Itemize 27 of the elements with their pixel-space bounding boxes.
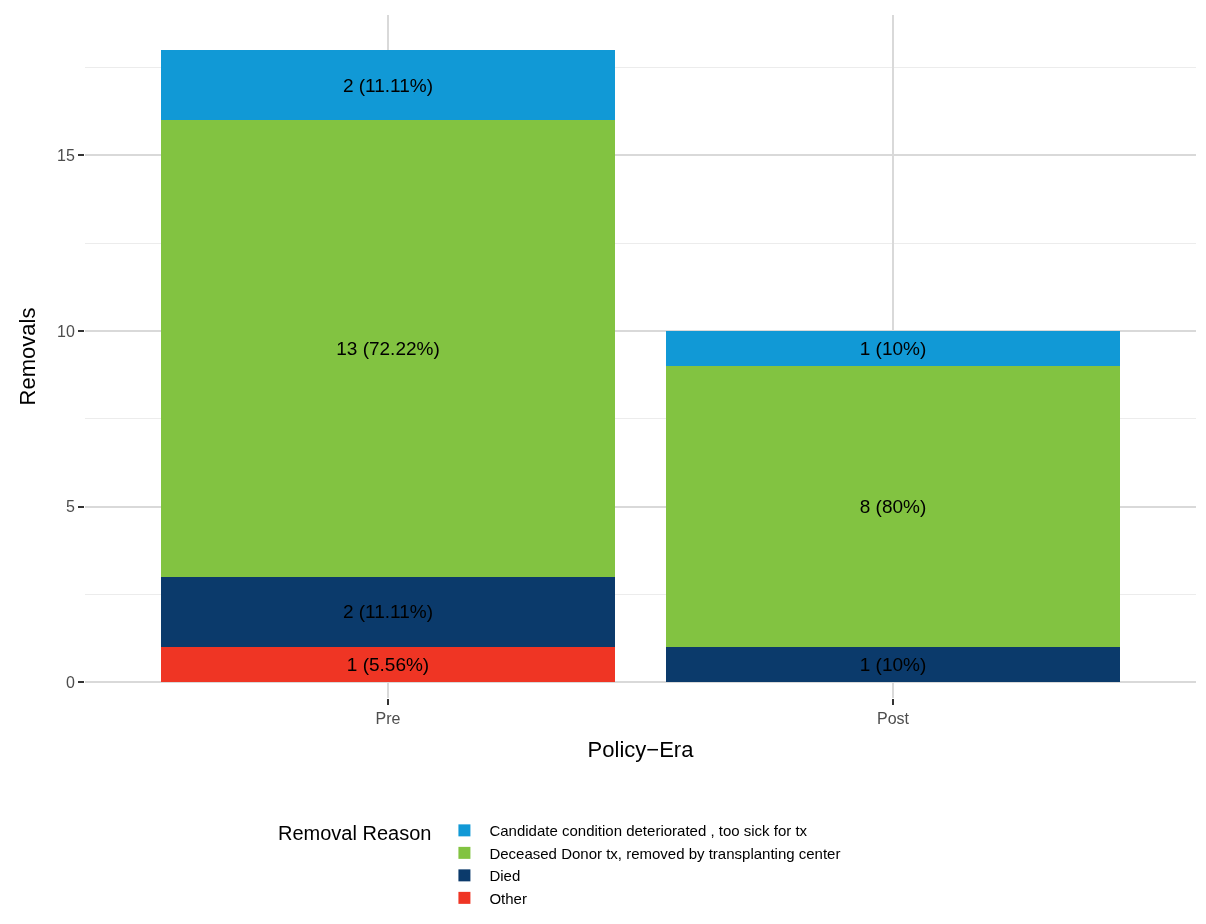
y-tick-label: 10 [57, 322, 75, 340]
bar [160, 120, 616, 577]
y-tick-label: 15 [57, 147, 75, 165]
data-label: 1 (10%) [859, 654, 927, 676]
data-label: 1 (5.56%) [346, 654, 430, 676]
legend-title: Removal Reason [278, 822, 432, 845]
data-label: 1 (10%) [859, 338, 927, 360]
bar [160, 50, 616, 121]
legend-label: Died [489, 867, 521, 885]
y-tick-label: 0 [65, 673, 75, 691]
x-tick-label: Post [876, 710, 910, 728]
bar [160, 647, 616, 683]
y-tick-label: 5 [65, 498, 75, 516]
bar [160, 576, 616, 648]
x-tick-label: Pre [375, 710, 401, 728]
data-label: 13 (72.22%) [336, 338, 440, 360]
data-label: 8 (80%) [859, 496, 927, 518]
bar [665, 331, 1121, 367]
y-axis-title: Removals [14, 307, 40, 406]
bar [665, 366, 1121, 648]
legend-label: Other [489, 889, 527, 907]
x-axis-title: Policy−Era [587, 737, 695, 763]
legend-label: Deceased Donor tx, removed by transplanting center [489, 844, 841, 862]
data-label: 2 (11.11%) [342, 74, 434, 96]
bar [665, 647, 1121, 683]
data-label: 2 (11.11%) [342, 601, 434, 623]
legend-label: Candidate condition deteriorated , too sick for tx [489, 822, 808, 840]
